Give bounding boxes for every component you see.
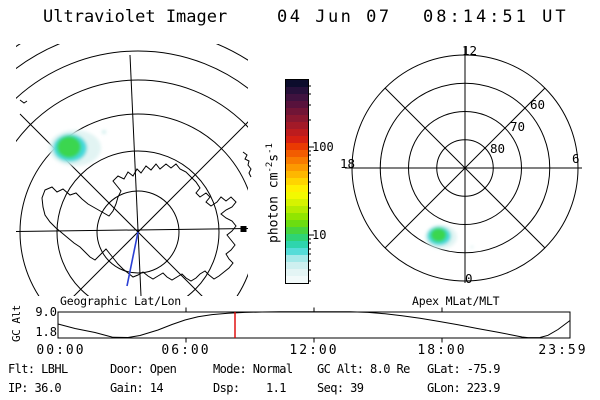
apex-grid: [345, 47, 582, 283]
status-mode: Mode: Normal: [213, 362, 293, 376]
gc-alt-ylabel: GC Alt: [10, 305, 23, 342]
unit-prefix: photon cm: [266, 172, 282, 243]
apex-panel-caption: Apex MLat/MLT: [412, 294, 500, 308]
meridian-end-tick: [240, 226, 247, 232]
status-seq: Seq: 39: [317, 381, 364, 395]
unit-sup-1: -1: [265, 143, 275, 154]
status-gcalt: GC Alt: 8.0 Re: [317, 362, 410, 376]
coast-fragment-right: [242, 151, 252, 178]
unit-sup-2: -2: [265, 161, 275, 173]
colorbar-tick-100: 100: [312, 140, 334, 154]
antarctica-coastline: [41, 163, 237, 282]
date-label: 04 Jun 07: [277, 7, 392, 27]
status-door: Door: Open: [110, 362, 177, 376]
mlat-label-70: 70: [510, 119, 526, 134]
status-dsp: Dsp: 1.1: [213, 381, 286, 395]
mlt-label-18: 18: [340, 156, 356, 171]
mlat-label-80: 80: [490, 141, 506, 156]
xtick-0000: 00:00: [36, 343, 86, 358]
status-ip: IP: 36.0: [8, 381, 62, 395]
colorbar-tick-10: 10: [312, 228, 327, 242]
gc-alt-curve: [57, 311, 571, 339]
xtick-1800: 18:00: [417, 343, 467, 358]
aurora-blob-apex: [425, 225, 474, 249]
xtick-0600: 06:00: [161, 343, 211, 358]
geo-panel-caption: Geographic Lat/Lon: [60, 294, 182, 308]
mlt-label-0: 0: [465, 271, 473, 286]
satellite-track-line: [126, 231, 139, 287]
time-label: 08:14:51 UT: [423, 7, 569, 27]
strip-frame: [57, 311, 571, 339]
colorbar: [285, 79, 309, 284]
status-glon: GLon: 223.9: [427, 381, 500, 395]
aurora-blob-geo: [49, 130, 106, 166]
status-gain: Gain: 14: [110, 381, 164, 395]
xtick-1200: 12:00: [289, 343, 339, 358]
unit-s: s: [266, 153, 282, 162]
gc-alt-ymax: 9.0: [35, 305, 57, 319]
instrument-title: Ultraviolet Imager: [43, 7, 228, 27]
coast-fragment-left: [19, 99, 28, 104]
xtick-2359: 23:59: [538, 343, 588, 358]
mlt-label-6: 6: [572, 151, 580, 166]
gc-alt-ymin: 1.8: [35, 325, 57, 339]
status-flt: Flt: LBHL: [8, 362, 68, 376]
status-glat: GLat: -75.9: [427, 362, 500, 376]
mlat-label-60: 60: [530, 97, 546, 112]
mlt-label-12: 12: [462, 43, 478, 58]
colorbar-unit-label: photon cm-2s-1: [265, 143, 281, 243]
